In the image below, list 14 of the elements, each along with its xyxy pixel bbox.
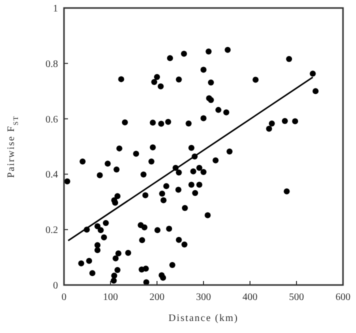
x-tick-label: 500 — [289, 292, 304, 303]
x-tick-label: 200 — [150, 292, 164, 303]
y-tick-label: 0.6 — [46, 114, 58, 126]
x-tick-label: 100 — [103, 292, 118, 303]
y-tick-label: 0.8 — [46, 58, 58, 70]
x-tick-label: 600 — [336, 292, 350, 303]
y-tick-label: 1 — [53, 4, 58, 14]
x-tick-label: 400 — [242, 292, 258, 303]
y-tick-label: 0 — [53, 280, 58, 292]
x-axis-title: Distance (km) — [168, 313, 238, 324]
y-tick-label: 0.2 — [46, 225, 58, 236]
y-tick-label: 0.4 — [46, 170, 58, 181]
x-tick-label: 300 — [196, 292, 211, 303]
x-tick-label: 0 — [62, 292, 66, 303]
